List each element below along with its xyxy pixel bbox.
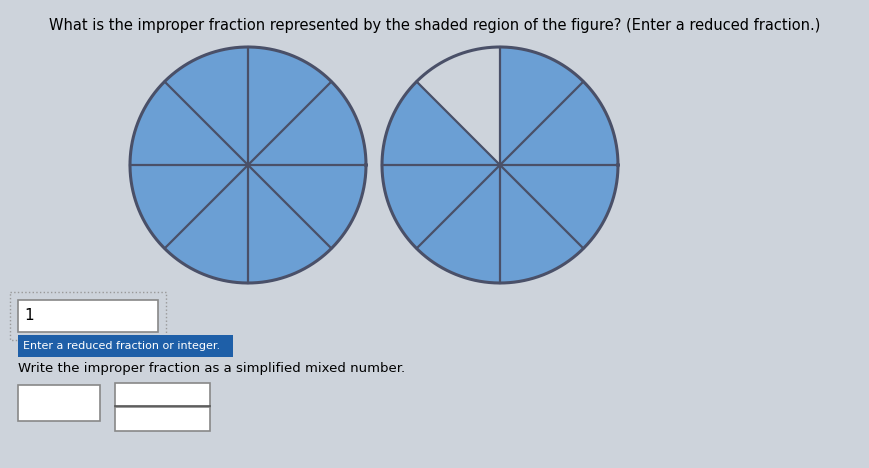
- Polygon shape: [164, 165, 248, 283]
- Polygon shape: [500, 47, 583, 165]
- Polygon shape: [164, 47, 248, 165]
- Bar: [18, 335, 233, 357]
- Bar: [10, 292, 166, 340]
- Bar: [18, 385, 100, 421]
- Text: Write the improper fraction as a simplified mixed number.: Write the improper fraction as a simplif…: [18, 362, 405, 375]
- Text: 1: 1: [24, 308, 34, 323]
- Polygon shape: [248, 47, 331, 165]
- Text: What is the improper fraction represented by the shaded region of the figure? (E: What is the improper fraction represente…: [49, 18, 820, 33]
- Polygon shape: [500, 165, 583, 283]
- Polygon shape: [248, 165, 331, 283]
- Bar: [18, 300, 158, 332]
- Polygon shape: [248, 81, 366, 165]
- Polygon shape: [130, 81, 248, 165]
- Polygon shape: [130, 165, 248, 249]
- Bar: [115, 383, 210, 407]
- Polygon shape: [382, 165, 500, 249]
- Text: Enter a reduced fraction or integer.: Enter a reduced fraction or integer.: [23, 341, 220, 351]
- Polygon shape: [500, 81, 618, 165]
- Bar: [115, 407, 210, 431]
- Polygon shape: [248, 165, 366, 249]
- Polygon shape: [382, 81, 500, 165]
- Polygon shape: [500, 165, 618, 249]
- Polygon shape: [416, 47, 500, 165]
- Polygon shape: [416, 165, 500, 283]
